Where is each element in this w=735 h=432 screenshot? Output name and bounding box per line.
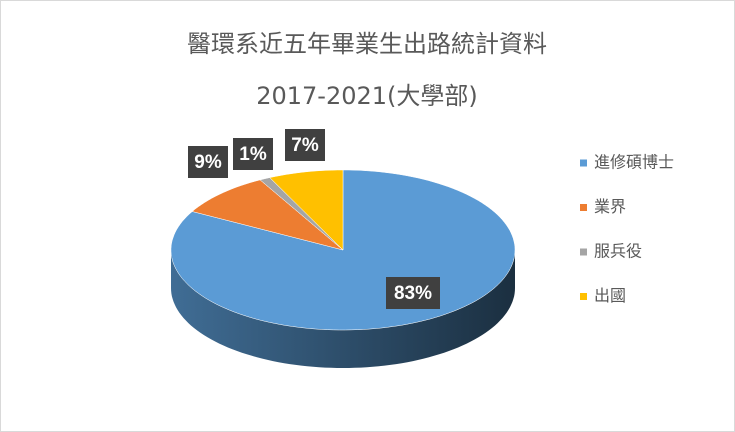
pie-slice-side: [171, 250, 515, 368]
legend-marker: [580, 204, 587, 211]
legend-label: 業界: [594, 197, 626, 216]
value-label-box: [188, 146, 228, 178]
value-label-box: [285, 129, 325, 161]
legend-label: 出國: [594, 286, 626, 305]
legend-label: 進修碩博士: [594, 153, 674, 172]
value-label: 1%: [239, 144, 267, 165]
value-label-box: [386, 277, 440, 309]
pie-slice: [191, 179, 344, 251]
pie-slice: [269, 169, 344, 251]
chart-title: 醫環系近五年畢業生出路統計資料: [187, 30, 547, 58]
value-label-box: [233, 138, 273, 170]
legend-marker: [580, 293, 587, 300]
legend-marker: [580, 248, 587, 256]
value-label: 83%: [394, 283, 432, 304]
chart-subtitle: 2017-2021(大學部): [256, 82, 478, 110]
value-label: 9%: [194, 152, 222, 173]
legend-marker: [580, 159, 587, 167]
value-label: 7%: [291, 135, 319, 156]
legend-label: 服兵役: [594, 242, 642, 261]
